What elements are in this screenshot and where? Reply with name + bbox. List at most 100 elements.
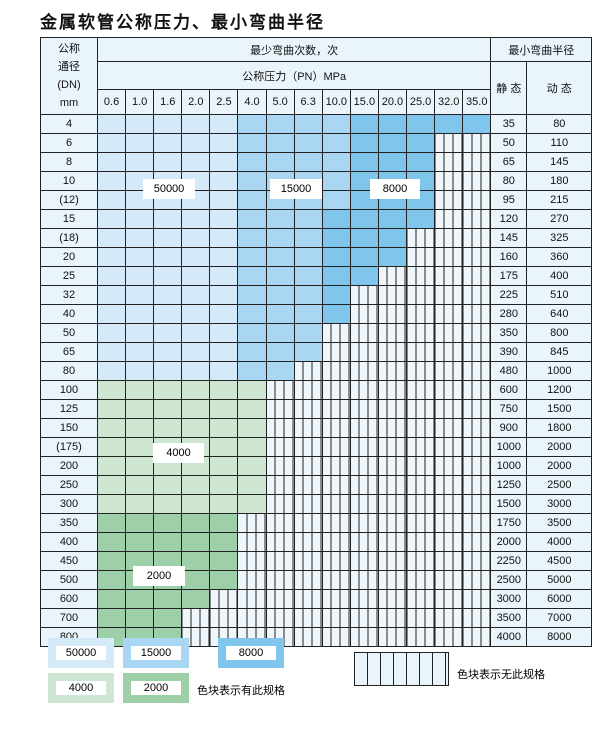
available-cell (181, 494, 211, 514)
unavailable-cell (406, 627, 436, 647)
unavailable-cell (237, 551, 267, 571)
unavailable-cell (265, 475, 295, 495)
unavailable-cell (406, 589, 436, 609)
unavailable-cell (434, 589, 464, 609)
static-radius-cell: 95 (490, 190, 528, 210)
available-cell (237, 380, 267, 400)
unavailable-cell (434, 342, 464, 362)
dynamic-radius-cell: 1800 (526, 418, 593, 438)
unavailable-cell (406, 247, 436, 267)
unavailable-cell (293, 475, 323, 495)
available-cell (125, 494, 155, 514)
tier-label-2000: 2000 (133, 566, 185, 586)
dynamic-radius-cell: 1500 (526, 399, 593, 419)
available-cell (125, 589, 155, 609)
dynamic-radius-cell: 360 (526, 247, 593, 267)
available-cell (125, 323, 155, 343)
dn-cell: 600 (40, 589, 98, 609)
dn-cell: 10 (40, 171, 98, 191)
pressure-column-header: 32.0 (434, 89, 464, 115)
available-cell (153, 399, 183, 419)
unavailable-cell (434, 152, 464, 172)
unavailable-cell (434, 627, 464, 647)
unavailable-cell (293, 589, 323, 609)
available-cell (209, 209, 239, 229)
available-cell (237, 152, 267, 172)
available-cell (349, 266, 379, 286)
available-cell (96, 570, 127, 590)
table-row: 500 2500 5000 (40, 570, 593, 590)
available-cell (96, 437, 127, 457)
unavailable-cell (434, 171, 464, 191)
available-cell (237, 114, 267, 134)
available-cell (377, 133, 408, 153)
available-cell (153, 152, 183, 172)
table-row: 15 120 270 (40, 209, 593, 229)
unavailable-cell (462, 342, 492, 362)
available-cell (125, 380, 155, 400)
pressure-column-header: 2.5 (209, 89, 239, 115)
available-cell (96, 323, 127, 343)
available-cell (209, 513, 239, 533)
unavailable-cell (406, 323, 436, 343)
dn-cell: 25 (40, 266, 98, 286)
available-cell (321, 266, 351, 286)
available-cell (237, 228, 267, 248)
unavailable-cell (349, 361, 379, 381)
unavailable-cell (462, 171, 492, 191)
dn-cell: 250 (40, 475, 98, 495)
pressure-column-header: 5.0 (265, 89, 295, 115)
available-cell (96, 133, 127, 153)
available-cell (209, 304, 239, 324)
available-cell (265, 114, 295, 134)
available-cell (153, 209, 183, 229)
unavailable-cell (293, 570, 323, 590)
dn-cell: (175) (40, 437, 98, 457)
unavailable-cell (181, 608, 211, 628)
available-cell (181, 304, 211, 324)
unavailable-cell (434, 551, 464, 571)
unavailable-cell (349, 418, 379, 438)
available-cell (153, 323, 183, 343)
unavailable-cell (377, 437, 408, 457)
static-radius-cell: 120 (490, 209, 528, 229)
available-cell (96, 418, 127, 438)
available-cell (321, 304, 351, 324)
dn-label-line: 通径 (58, 61, 80, 73)
dn-label-line: 公称 (58, 43, 80, 55)
available-cell (265, 247, 295, 267)
unavailable-cell (237, 513, 267, 533)
available-cell (125, 152, 155, 172)
available-cell (96, 494, 127, 514)
legend-2000: 2000 (123, 673, 189, 703)
available-cell (181, 551, 211, 571)
unavailable-cell (349, 380, 379, 400)
available-cell (125, 209, 155, 229)
unavailable-cell (462, 627, 492, 647)
unavailable-cell (321, 399, 351, 419)
legend-available-text: 色块表示有此规格 (197, 685, 285, 697)
unavailable-cell (377, 323, 408, 343)
table-row: 65 390 845 (40, 342, 593, 362)
unavailable-cell (406, 513, 436, 533)
available-cell (209, 361, 239, 381)
unavailable-cell (265, 608, 295, 628)
unavailable-cell (349, 342, 379, 362)
unavailable-cell (377, 494, 408, 514)
available-cell (293, 152, 323, 172)
available-cell (153, 114, 183, 134)
available-cell (434, 114, 464, 134)
unavailable-cell (265, 380, 295, 400)
unavailable-cell (349, 513, 379, 533)
available-cell (293, 266, 323, 286)
available-cell (237, 266, 267, 286)
unavailable-cell (321, 570, 351, 590)
available-cell (153, 589, 183, 609)
static-radius-cell: 175 (490, 266, 528, 286)
unavailable-cell (293, 513, 323, 533)
static-radius-cell: 65 (490, 152, 528, 172)
unavailable-cell (434, 133, 464, 153)
unavailable-cell (406, 380, 436, 400)
unavailable-cell (462, 228, 492, 248)
available-cell (96, 551, 127, 571)
